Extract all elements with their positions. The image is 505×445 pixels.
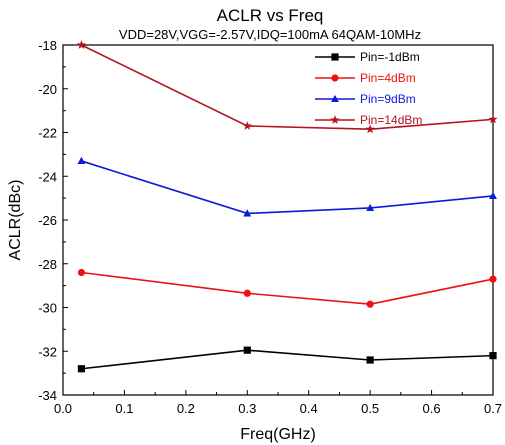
plot-frame	[62, 44, 494, 396]
x-tick-label: 0.1	[115, 401, 133, 416]
data-point	[489, 275, 497, 283]
data-point	[77, 268, 86, 277]
y-tick-label: -26	[38, 213, 57, 228]
x-axis-title: Freq(GHz)	[240, 426, 316, 443]
y-tick-label: -34	[38, 388, 57, 403]
series-Pin=-1dBm	[77, 346, 497, 373]
data-point	[77, 156, 86, 164]
series-line	[81, 349, 494, 370]
y-tick-label: -30	[38, 301, 57, 316]
data-point	[489, 191, 497, 199]
series-line	[81, 271, 494, 306]
x-tick-label: 0.3	[238, 401, 256, 416]
x-tick-label: 0.5	[361, 401, 379, 416]
legend-item: Pin=9dBm	[315, 92, 416, 106]
chart-title: ACLR vs Freq	[217, 6, 324, 25]
data-point	[77, 365, 86, 373]
chart-subtitle: VDD=28V,VGG=-2.57V,IDQ=100mA 64QAM-10MHz	[119, 27, 421, 42]
legend-label: Pin=14dBm	[360, 113, 422, 127]
legend-item: Pin=-1dBm	[315, 50, 420, 64]
y-tick-label: -22	[38, 126, 57, 141]
y-tick-label: -24	[38, 169, 57, 184]
series-line	[81, 160, 494, 215]
data-point	[243, 209, 252, 217]
x-tick-label: 0.0	[54, 401, 72, 416]
legend: Pin=-1dBm Pin=4dBm Pin=9dBm Pin=14dBm	[315, 50, 422, 127]
series-line	[81, 44, 494, 131]
x-tick-label: 0.2	[177, 401, 195, 416]
y-axis: -18 -20 -22 -24 -26 -28 -30 -32 -34	[38, 38, 68, 403]
data-point	[366, 356, 374, 364]
x-tick-label: 0.7	[484, 401, 502, 416]
legend-swatch-marker	[331, 74, 339, 82]
x-tick-label: 0.6	[423, 401, 441, 416]
data-point	[365, 124, 375, 134]
y-tick-label: -18	[38, 38, 57, 53]
data-point	[243, 289, 251, 297]
x-axis: 0.0 0.1 0.2 0.3 0.4 0.5 0.6 0.7	[54, 390, 502, 416]
data-point	[76, 40, 87, 49]
legend-swatch-marker	[331, 94, 339, 103]
data-point	[366, 203, 375, 212]
legend-label: Pin=4dBm	[360, 71, 416, 85]
data-point	[488, 114, 498, 124]
data-point	[243, 346, 251, 354]
legend-label: Pin=-1dBm	[360, 50, 420, 64]
data-point	[242, 121, 252, 130]
data-point	[366, 300, 374, 308]
series-Pin=14dBm	[76, 40, 498, 134]
series-layer	[76, 40, 498, 373]
legend-item: Pin=4dBm	[315, 71, 416, 85]
series-Pin=4dBm	[77, 268, 497, 308]
y-tick-label: -20	[38, 82, 57, 97]
y-axis-title: ACLR(dBc)	[7, 180, 24, 261]
legend-label: Pin=9dBm	[360, 92, 416, 106]
legend-item: Pin=14dBm	[315, 113, 422, 127]
x-tick-label: 0.4	[300, 401, 318, 416]
series-Pin=9dBm	[77, 156, 497, 217]
data-point	[489, 352, 497, 360]
y-tick-label: -28	[38, 257, 57, 272]
legend-swatch-marker	[330, 115, 340, 124]
legend-swatch-marker	[331, 53, 339, 61]
y-tick-label: -32	[38, 344, 57, 359]
